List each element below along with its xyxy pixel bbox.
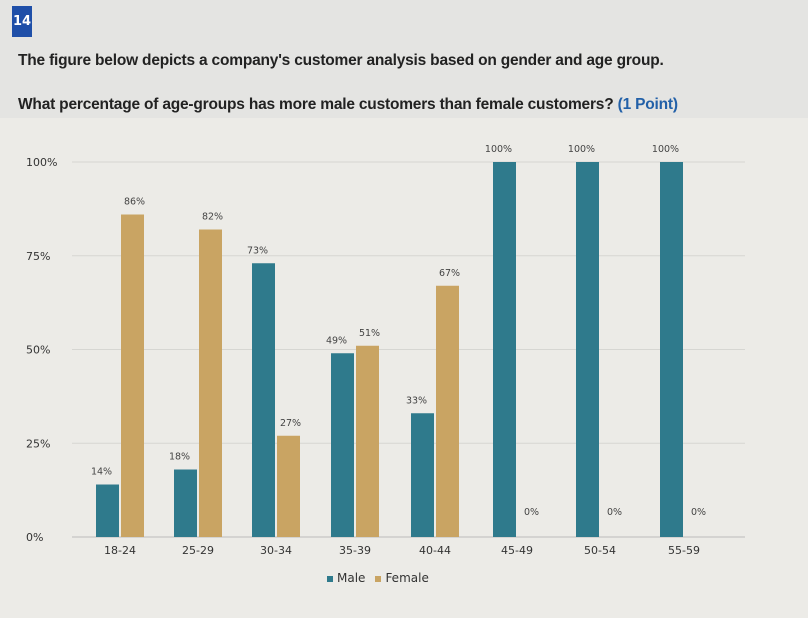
question-prompt: What percentage of age-groups has more m… <box>18 96 678 114</box>
x-tick-label: 35-39 <box>339 544 371 557</box>
question-points: (1 Point) <box>617 96 678 113</box>
data-label-female: 82% <box>202 212 223 223</box>
legend-male: Male <box>327 571 365 585</box>
x-tick-label: 50-54 <box>584 544 616 557</box>
data-label-female: 0% <box>524 507 539 518</box>
x-tick-label: 18-24 <box>104 544 136 557</box>
x-tick-label: 45-49 <box>501 544 533 557</box>
data-label-male: 33% <box>406 395 427 406</box>
question-number: 14 <box>12 6 32 37</box>
bar-female <box>436 285 459 537</box>
data-label-female: 0% <box>691 507 706 518</box>
bar-male <box>331 353 354 537</box>
y-tick-label: 75% <box>26 250 50 263</box>
bar-male <box>576 162 599 537</box>
data-label-female: 67% <box>439 268 460 279</box>
legend-swatch-female <box>375 575 382 582</box>
data-label-male: 18% <box>169 452 190 463</box>
bar-male <box>660 162 683 537</box>
data-label-male: 100% <box>568 144 595 155</box>
data-label-female: 27% <box>280 418 301 429</box>
data-label-female: 51% <box>359 328 380 339</box>
y-tick-label: 100% <box>26 156 57 169</box>
question-intro: The figure below depicts a company's cus… <box>18 52 664 69</box>
bar-female <box>199 229 222 537</box>
bar-female <box>356 345 379 537</box>
x-tick-label: 30-34 <box>260 544 292 557</box>
x-tick-label: 25-29 <box>182 544 214 557</box>
legend-female: Female <box>375 571 429 585</box>
bar-female <box>277 435 300 537</box>
data-label-male: 49% <box>326 335 347 346</box>
bar-female <box>121 214 144 537</box>
bar-male <box>174 469 197 537</box>
data-label-male: 100% <box>485 144 512 155</box>
legend-swatch-male <box>327 575 333 582</box>
data-label-female: 86% <box>124 197 145 208</box>
bar-male <box>252 263 275 537</box>
bar-male <box>96 484 119 537</box>
x-tick-label: 55-59 <box>668 544 700 557</box>
data-label-male: 14% <box>91 467 112 478</box>
y-tick-label: 0% <box>26 531 43 544</box>
data-label-male: 73% <box>247 245 268 256</box>
bar-male <box>493 162 516 537</box>
legend: Male Female <box>327 571 429 585</box>
question-text: What percentage of age-groups has more m… <box>18 96 614 113</box>
y-tick-label: 50% <box>26 344 50 357</box>
y-tick-label: 25% <box>26 437 50 450</box>
x-tick-label: 40-44 <box>419 544 451 557</box>
data-label-male: 100% <box>652 144 679 155</box>
data-label-female: 0% <box>607 507 622 518</box>
bar-male <box>411 413 434 537</box>
